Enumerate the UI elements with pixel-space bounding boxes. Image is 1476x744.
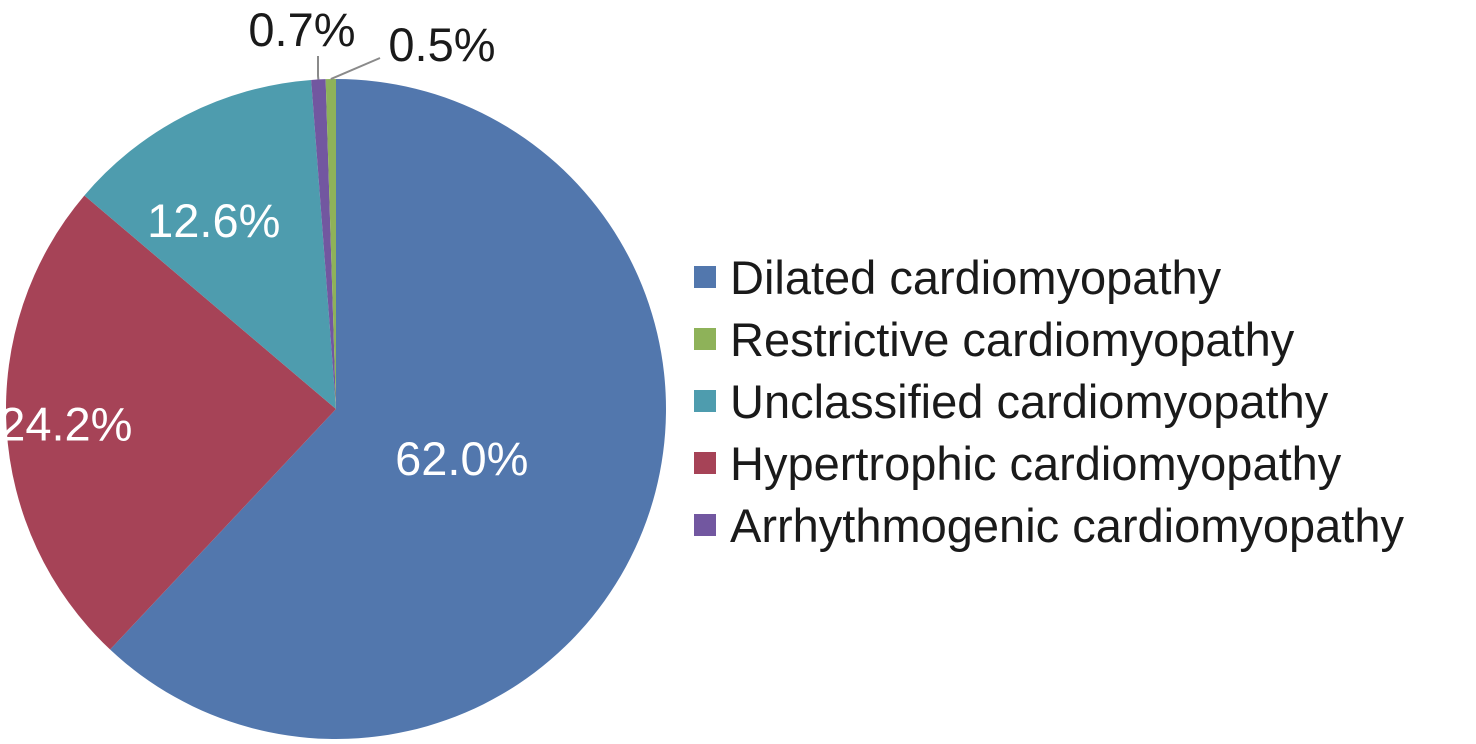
- legend-label: Unclassified cardiomyopathy: [730, 374, 1329, 428]
- legend-item-arrhythmogenic: Arrhythmogenic cardiomyopathy: [694, 494, 1404, 556]
- legend-label: Arrhythmogenic cardiomyopathy: [730, 498, 1404, 552]
- legend-swatch: [694, 452, 716, 474]
- legend-label: Dilated cardiomyopathy: [730, 250, 1222, 304]
- legend-label: Hypertrophic cardiomyopathy: [730, 436, 1342, 490]
- legend-swatch: [694, 390, 716, 412]
- leader-line: [330, 57, 381, 80]
- slice-label: 62.0%: [395, 432, 528, 485]
- legend-label: Restrictive cardiomyopathy: [730, 312, 1295, 366]
- legend-item-hypertrophic: Hypertrophic cardiomyopathy: [694, 432, 1404, 494]
- legend-swatch: [694, 328, 716, 350]
- legend-item-restrictive: Restrictive cardiomyopathy: [694, 308, 1404, 370]
- pie-slice: [110, 79, 667, 739]
- slice-label: 0.7%: [248, 3, 355, 56]
- legend-item-dilated: Dilated cardiomyopathy: [694, 246, 1404, 308]
- chart-legend: Dilated cardiomyopathy Restrictive cardi…: [694, 246, 1404, 556]
- pie-slice: [5, 195, 337, 650]
- pie-slice: [325, 79, 336, 409]
- legend-swatch: [694, 266, 716, 288]
- legend-swatch: [694, 514, 716, 536]
- pie-slice: [84, 79, 336, 409]
- legend-item-unclassified: Unclassified cardiomyopathy: [694, 370, 1404, 432]
- slice-label: 0.5%: [388, 18, 495, 71]
- slice-label: 12.6%: [147, 194, 280, 247]
- slice-label: 24.2%: [0, 397, 132, 450]
- pie-slice: [311, 79, 336, 409]
